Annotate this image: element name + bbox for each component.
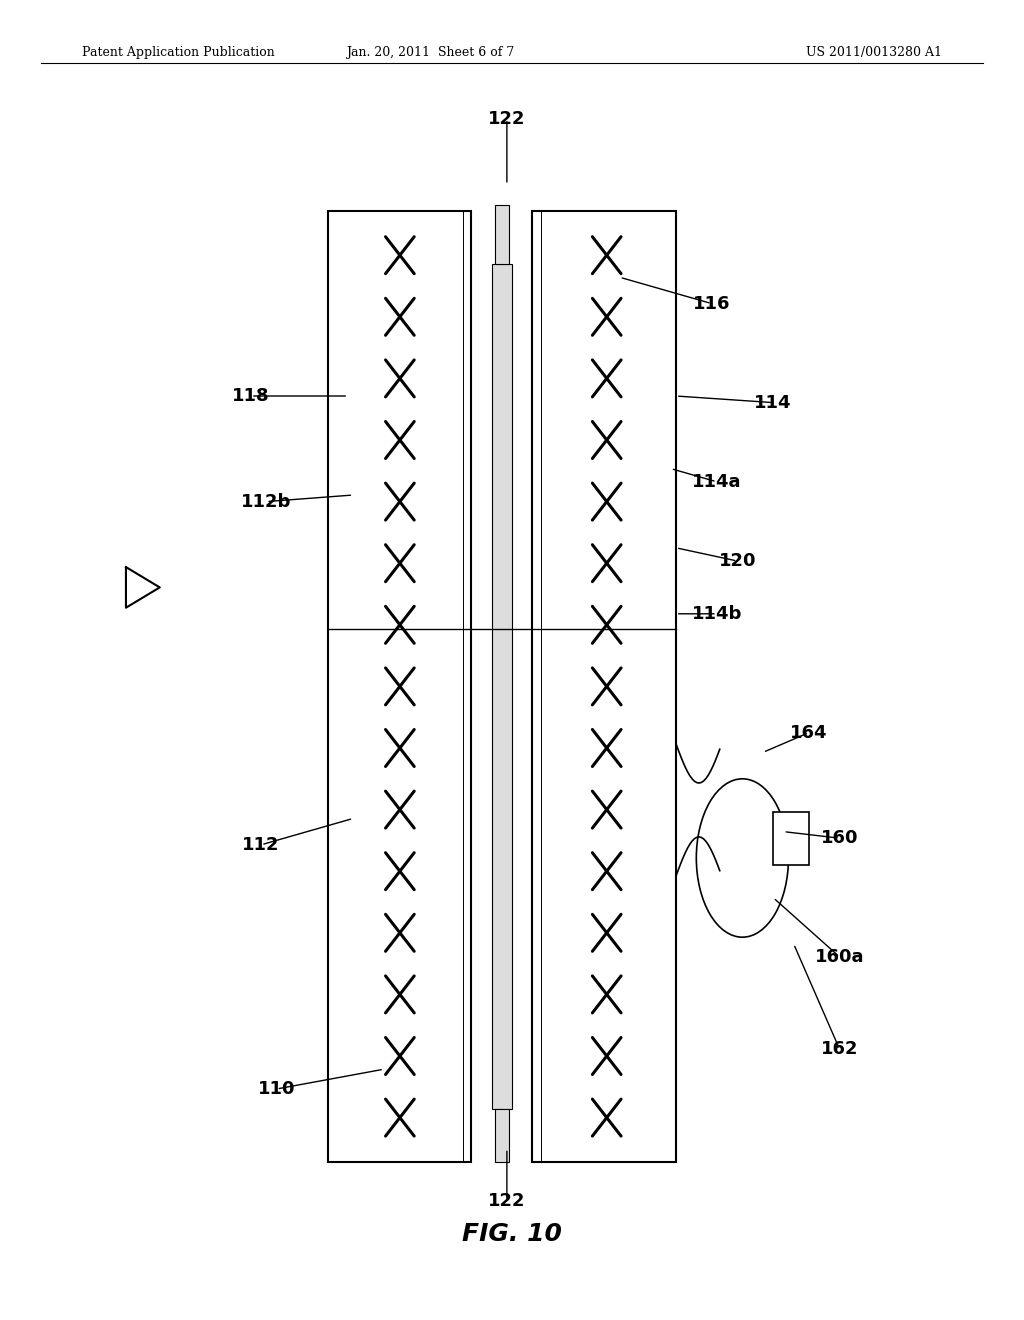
Text: 114b: 114b: [691, 605, 742, 623]
Ellipse shape: [696, 779, 788, 937]
Bar: [492, 264, 512, 1109]
Text: 122: 122: [488, 110, 525, 128]
Text: 110: 110: [258, 1080, 295, 1098]
Bar: [495, 1109, 509, 1162]
Bar: [532, 211, 676, 1162]
Text: US 2011/0013280 A1: US 2011/0013280 A1: [806, 46, 942, 59]
Text: 116: 116: [693, 294, 730, 313]
Text: 114a: 114a: [692, 473, 741, 491]
Text: 112b: 112b: [241, 492, 292, 511]
Bar: [773, 812, 809, 865]
Text: Jan. 20, 2011  Sheet 6 of 7: Jan. 20, 2011 Sheet 6 of 7: [346, 46, 514, 59]
Text: 112: 112: [243, 836, 280, 854]
Text: 164: 164: [791, 723, 827, 742]
Text: 118: 118: [232, 387, 269, 405]
Text: 114: 114: [755, 393, 792, 412]
Bar: [328, 211, 471, 1162]
Text: 122: 122: [488, 1192, 525, 1210]
Text: FIG. 10: FIG. 10: [462, 1222, 562, 1246]
Text: 160: 160: [821, 829, 858, 847]
Text: 120: 120: [719, 552, 756, 570]
Bar: [495, 205, 509, 264]
Text: 160a: 160a: [815, 948, 864, 966]
Text: Patent Application Publication: Patent Application Publication: [82, 46, 274, 59]
Text: 162: 162: [821, 1040, 858, 1059]
